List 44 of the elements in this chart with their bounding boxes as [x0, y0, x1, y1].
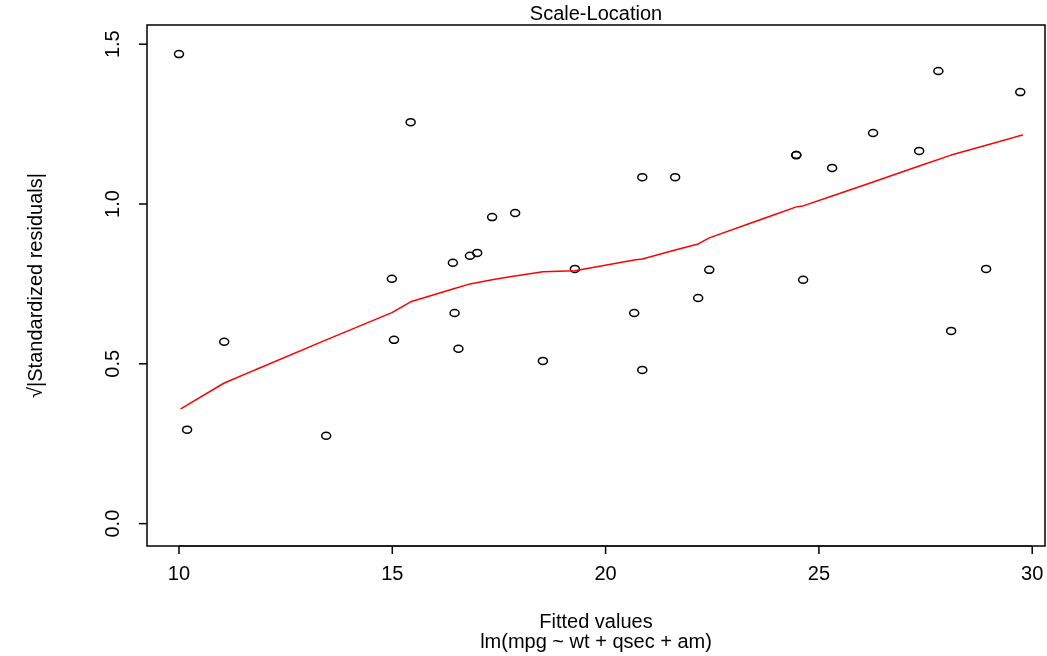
- line-series: [180, 134, 1024, 410]
- point: [405, 117, 416, 127]
- y-tick-label: 0.0: [101, 509, 123, 538]
- point: [826, 163, 838, 173]
- point: [797, 275, 809, 284]
- point: [471, 248, 483, 258]
- text: lm(mpg ~ wt + qsec + am): [480, 630, 712, 652]
- point: [913, 146, 925, 156]
- point: [933, 66, 944, 76]
- point: [486, 212, 498, 222]
- point: [386, 274, 398, 284]
- point: [449, 308, 460, 318]
- point: [704, 265, 715, 275]
- point: [628, 308, 640, 318]
- point: [569, 264, 581, 274]
- point: [867, 128, 879, 138]
- point: [945, 326, 957, 336]
- y-axis-title: √|Standardized residuals|: [24, 173, 46, 398]
- point: [320, 431, 332, 440]
- x-tick-label: 15: [381, 562, 404, 584]
- chart-title: Scale-Location: [529, 2, 663, 24]
- x-tick-label: 25: [807, 562, 831, 584]
- point: [637, 365, 648, 375]
- x-axis-title: Fitted values: [539, 610, 653, 632]
- point: [218, 337, 230, 347]
- point: [181, 425, 193, 434]
- point: [388, 335, 400, 345]
- point: [509, 208, 521, 218]
- y-tick-label: 1.0: [101, 190, 123, 218]
- x-tick-label: 20: [594, 562, 617, 584]
- x-tick-label: 10: [167, 562, 191, 584]
- point: [537, 356, 549, 366]
- x-tick-label: 30: [1021, 562, 1044, 584]
- y-tick-label: 0.5: [101, 349, 123, 378]
- point: [637, 172, 648, 182]
- point: [453, 344, 464, 354]
- y-tick-label: 1.5: [101, 30, 123, 59]
- point: [447, 258, 459, 268]
- point: [173, 49, 185, 59]
- point: [669, 172, 681, 182]
- point: [1015, 87, 1026, 97]
- point: [464, 251, 476, 261]
- point: [980, 264, 992, 274]
- point: [692, 293, 704, 303]
